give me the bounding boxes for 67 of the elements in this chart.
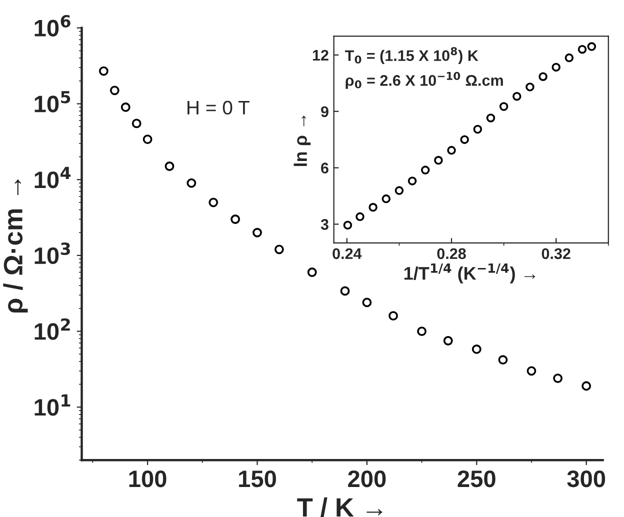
x-tick-label: 300 bbox=[567, 470, 606, 488]
y-axis-title: ln ρ → bbox=[294, 116, 311, 166]
y-tick-label: 10$^{3}$ bbox=[34, 242, 70, 264]
point bbox=[443, 336, 453, 346]
point bbox=[362, 298, 372, 308]
point bbox=[486, 114, 496, 122]
y-tick-label: 3 bbox=[320, 219, 328, 230]
point bbox=[110, 86, 120, 96]
point bbox=[356, 212, 364, 222]
y-tick-label: 9 bbox=[321, 106, 328, 118]
x-tick-label: 150 bbox=[239, 470, 276, 488]
point bbox=[164, 162, 174, 171]
point bbox=[526, 366, 536, 376]
x-tick-label: 0.28 bbox=[437, 248, 466, 260]
annotation: T$_{0}$ = (1.15 X 10$^{8}$) K bbox=[344, 47, 478, 64]
point bbox=[343, 220, 352, 230]
x-tick-label: 100 bbox=[129, 470, 166, 488]
point bbox=[307, 268, 317, 277]
x-tick-label: 0.32 bbox=[542, 248, 570, 260]
point bbox=[186, 178, 196, 188]
point bbox=[498, 355, 508, 365]
y-tick-label: 10$^{2}$ bbox=[34, 318, 70, 340]
point bbox=[420, 166, 430, 174]
point bbox=[417, 326, 426, 336]
point bbox=[274, 244, 284, 254]
x-tick-label: 250 bbox=[458, 470, 496, 488]
y-axis-title: ρ / Ω·cm → bbox=[3, 179, 28, 313]
y-tick-label: 10$^{4}$ bbox=[34, 166, 71, 188]
y-tick-label: 10$^{5}$ bbox=[34, 91, 70, 112]
point bbox=[582, 381, 592, 391]
point bbox=[408, 176, 417, 186]
point bbox=[252, 228, 262, 238]
point bbox=[499, 102, 508, 111]
point bbox=[512, 92, 522, 101]
point bbox=[208, 198, 218, 208]
point bbox=[368, 202, 378, 212]
point bbox=[526, 82, 534, 92]
y-tick-label: 10$^{1}$ bbox=[34, 394, 70, 416]
point bbox=[587, 42, 596, 51]
x-tick-label: 200 bbox=[348, 470, 386, 488]
point bbox=[564, 53, 574, 62]
point bbox=[553, 374, 563, 383]
annotation: ρ$_{0}$ = 2.6 X 10$^{−10}$ Ω.cm bbox=[346, 72, 503, 89]
point bbox=[447, 146, 456, 155]
point bbox=[394, 186, 404, 195]
y-tick-label: 6 bbox=[321, 162, 328, 174]
point bbox=[230, 214, 240, 224]
point bbox=[538, 72, 548, 81]
y-tick-label: 12 bbox=[312, 50, 328, 61]
point bbox=[473, 124, 482, 134]
annotation: H = 0 T bbox=[188, 100, 250, 115]
x-axis-title: 1/T$^{1/4}$ (K$^{−1/4}$) → bbox=[404, 263, 536, 284]
x-axis-title: T / K → bbox=[297, 497, 382, 517]
point bbox=[472, 344, 482, 354]
point bbox=[120, 102, 130, 112]
point bbox=[340, 286, 350, 296]
point bbox=[382, 194, 391, 204]
point bbox=[434, 156, 443, 165]
point bbox=[388, 311, 398, 321]
y-tick-label: 10$^{6}$ bbox=[34, 14, 70, 37]
x-tick-label: 0.24 bbox=[332, 248, 362, 260]
point bbox=[98, 66, 108, 76]
point bbox=[578, 44, 587, 54]
point bbox=[460, 135, 469, 144]
point bbox=[552, 62, 560, 72]
point bbox=[132, 118, 142, 128]
point bbox=[142, 134, 152, 144]
